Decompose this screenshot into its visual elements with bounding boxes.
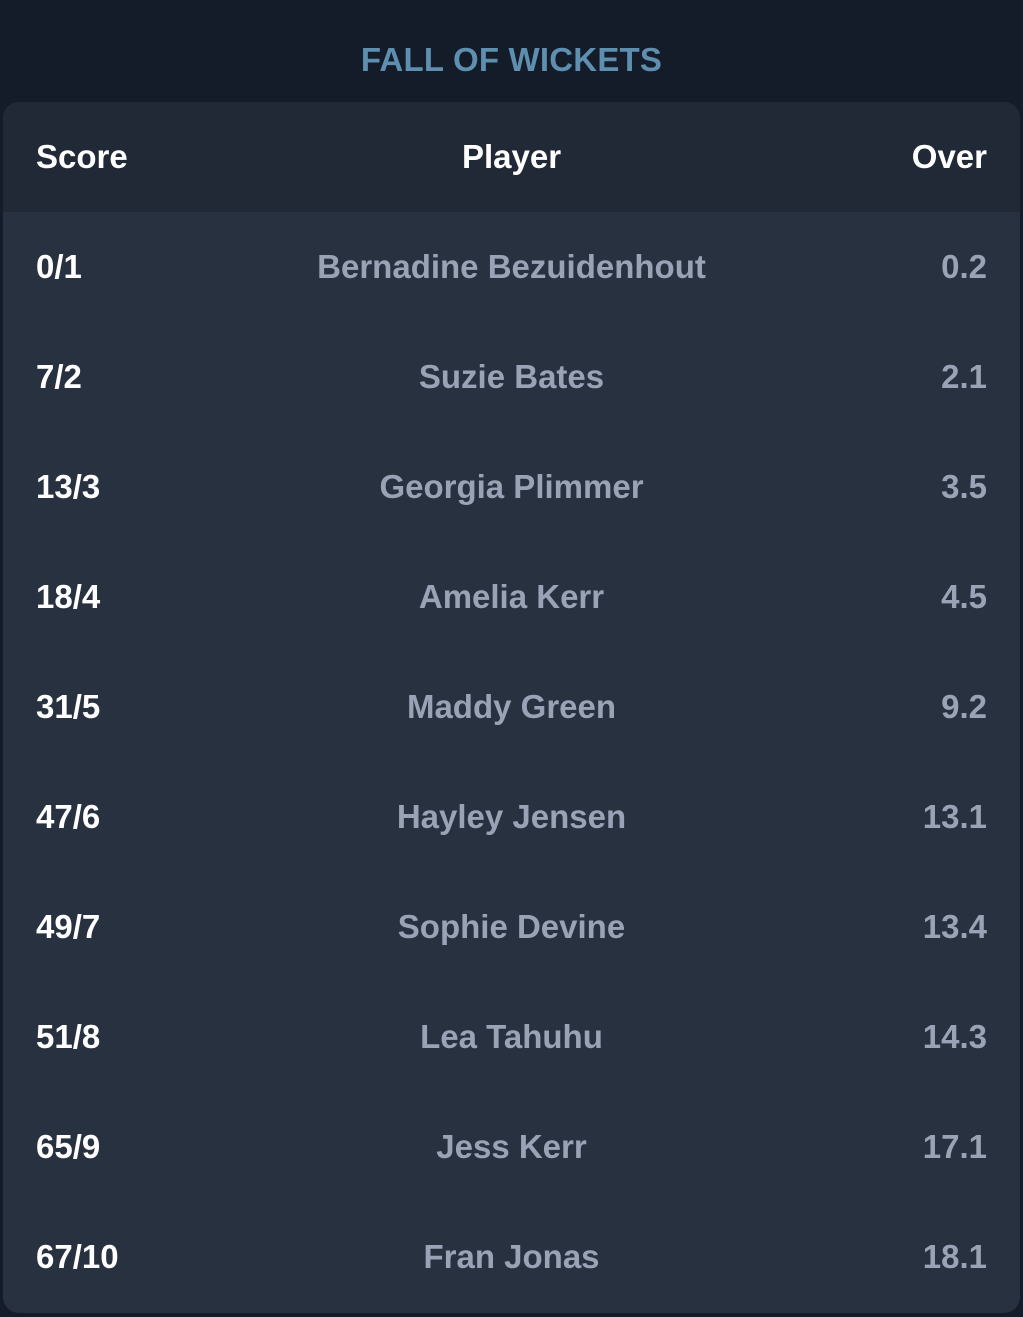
header-over: Over (911, 138, 987, 175)
header-player: Player (461, 138, 562, 175)
over-value: 14.3 (922, 1018, 987, 1055)
over-value: 3.5 (941, 468, 987, 505)
table-row: 0/1 Bernadine Bezuidenhout 0.2 (3, 212, 1020, 322)
over-value: 13.4 (922, 908, 987, 945)
wicket-list: 0/1 Bernadine Bezuidenhout 0.2 7/2 Suzie… (3, 212, 1020, 1312)
table-row: 49/7 Sophie Devine 13.4 (3, 872, 1020, 982)
player-name: Sophie Devine (397, 908, 626, 945)
score-value: 7/2 (36, 358, 82, 395)
player-name: Hayley Jensen (396, 798, 627, 835)
table-row: 18/4 Amelia Kerr 4.5 (3, 542, 1020, 652)
player-name: Georgia Plimmer (379, 468, 644, 505)
table-row: 65/9 Jess Kerr 17.1 (3, 1092, 1020, 1202)
score-value: 31/5 (36, 688, 101, 725)
score-value: 51/8 (36, 1018, 101, 1055)
table-header: Score Player Over (3, 102, 1020, 212)
score-value: 67/10 (36, 1238, 119, 1275)
over-value: 18.1 (922, 1238, 987, 1275)
player-name: Fran Jonas (423, 1238, 600, 1275)
fall-of-wickets-table: Score Player Over 0/1 Bernadine Bezuiden… (3, 102, 1020, 1313)
player-name: Suzie Bates (418, 358, 605, 395)
table-row: 7/2 Suzie Bates 2.1 (3, 322, 1020, 432)
score-value: 13/3 (36, 468, 101, 505)
over-value: 17.1 (922, 1128, 987, 1165)
score-value: 18/4 (36, 578, 101, 615)
over-value: 2.1 (941, 358, 987, 395)
over-value: 0.2 (941, 248, 987, 285)
score-value: 49/7 (36, 908, 101, 945)
player-name: Jess Kerr (436, 1128, 587, 1165)
table-row: 31/5 Maddy Green 9.2 (3, 652, 1020, 762)
over-value: 4.5 (941, 578, 987, 615)
score-value: 0/1 (36, 248, 82, 285)
header-score: Score (36, 138, 128, 175)
section-title: FALL OF WICKETS (360, 41, 663, 78)
over-value: 9.2 (941, 688, 987, 725)
player-name: Maddy Green (406, 688, 617, 725)
player-name: Bernadine Bezuidenhout (317, 248, 706, 285)
over-value: 13.1 (922, 798, 987, 835)
table-row: 51/8 Lea Tahuhu 14.3 (3, 982, 1020, 1092)
player-name: Amelia Kerr (418, 578, 605, 615)
player-name: Lea Tahuhu (420, 1018, 603, 1055)
score-value: 65/9 (36, 1128, 101, 1165)
score-value: 47/6 (36, 798, 101, 835)
table-row: 47/6 Hayley Jensen 13.1 (3, 762, 1020, 872)
table-row: 67/10 Fran Jonas 18.1 (3, 1202, 1020, 1312)
table-row: 13/3 Georgia Plimmer 3.5 (3, 432, 1020, 542)
